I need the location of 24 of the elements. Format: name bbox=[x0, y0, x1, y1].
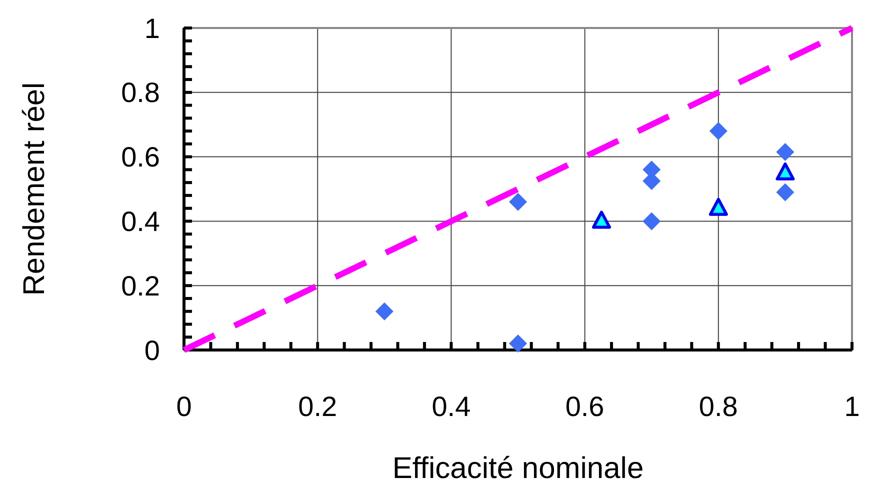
x-tick-label: 0.4 bbox=[432, 391, 471, 422]
x-tick-label: 1 bbox=[844, 391, 860, 422]
point bbox=[776, 183, 794, 202]
point bbox=[509, 192, 527, 211]
y-tick-label: 0.4 bbox=[121, 206, 160, 237]
x-tick-label: 0.8 bbox=[698, 391, 738, 422]
x-tick-label: 0 bbox=[176, 391, 192, 422]
point bbox=[509, 334, 527, 353]
y-axis-title: Rendement réel bbox=[18, 82, 51, 296]
point bbox=[776, 142, 794, 161]
point bbox=[776, 162, 795, 180]
y-tick-label: 0.6 bbox=[121, 142, 160, 173]
point bbox=[642, 212, 661, 230]
x-tick-label: 0.6 bbox=[565, 391, 604, 422]
point bbox=[375, 302, 394, 320]
y-tick-label: 1 bbox=[144, 12, 160, 44]
x-axis-title: Efficacité nominale bbox=[392, 452, 644, 485]
point bbox=[708, 198, 728, 216]
y-tick-label: 0.8 bbox=[121, 77, 160, 108]
y-tick-label: 0.2 bbox=[121, 270, 160, 302]
y-tick-label: 0 bbox=[144, 334, 160, 366]
x-tick-label: 0.2 bbox=[298, 391, 338, 422]
point bbox=[709, 122, 728, 140]
point bbox=[592, 210, 611, 229]
